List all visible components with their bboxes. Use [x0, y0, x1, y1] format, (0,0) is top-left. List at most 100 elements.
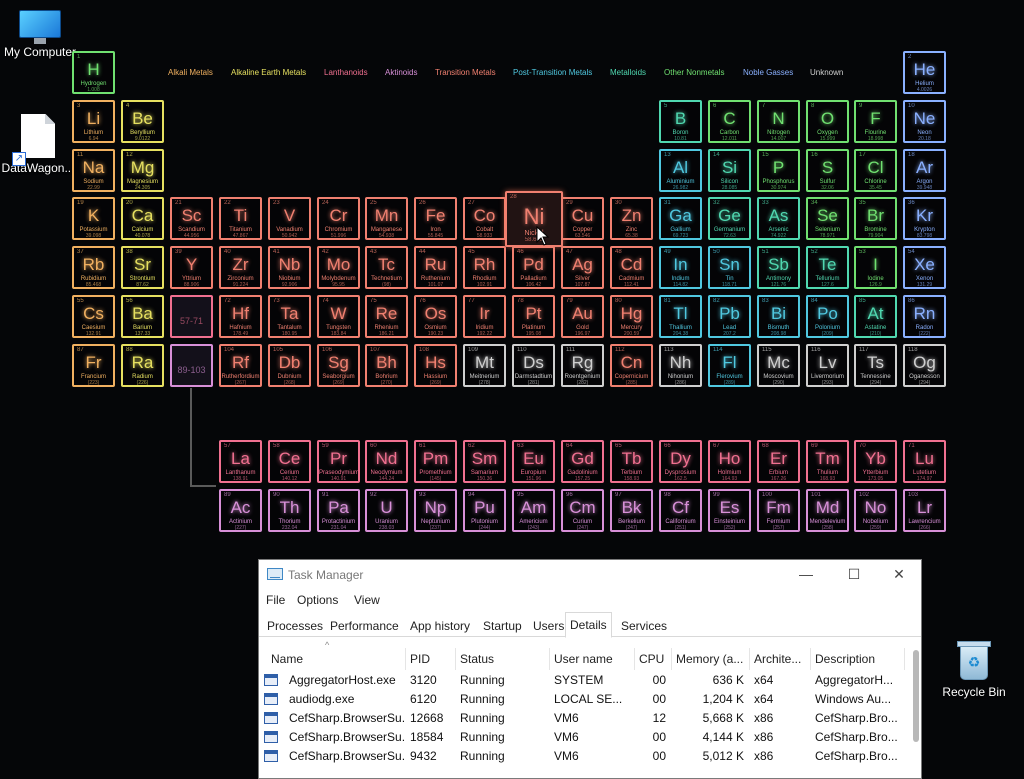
- element-se[interactable]: 34 Se Selenium 78.971: [806, 197, 849, 240]
- column-header-status[interactable]: Status: [456, 648, 550, 670]
- element-n[interactable]: 7 N Nitrogen 14.007: [757, 100, 800, 143]
- element-lu[interactable]: 71 Lu Lutetium 174.97: [903, 440, 946, 483]
- element-la[interactable]: 57 La Lanthanum 138.91: [219, 440, 262, 483]
- menu-options[interactable]: Options: [297, 593, 339, 607]
- element-placeholder-89-103[interactable]: 89-103: [170, 344, 213, 387]
- element-sc[interactable]: 21 Sc Scandium 44.956: [170, 197, 213, 240]
- element-kr[interactable]: 36 Kr Krypton 83.798: [903, 197, 946, 240]
- element-bi[interactable]: 83 Bi Bismuth 208.98: [757, 295, 800, 338]
- element-ga[interactable]: 31 Ga Gallium 69.723: [659, 197, 702, 240]
- element-rg[interactable]: 111 Rg Roentgenium (282): [561, 344, 604, 387]
- element-mt[interactable]: 109 Mt Meitnerium (278): [463, 344, 506, 387]
- tab-startup[interactable]: Startup: [483, 619, 522, 633]
- element-ar[interactable]: 18 Ar Argon 39.948: [903, 149, 946, 192]
- element-ta[interactable]: 73 Ta Tantalum 180.95: [268, 295, 311, 338]
- tab-details[interactable]: Details: [565, 612, 612, 638]
- element-ti[interactable]: 22 Ti Titanium 47.867: [219, 197, 262, 240]
- element-lr[interactable]: 103 Lr Lawrencium (266): [903, 489, 946, 532]
- element-nb[interactable]: 41 Nb Niobium 92.906: [268, 246, 311, 289]
- element-o[interactable]: 8 O Oxygen 15.999: [806, 100, 849, 143]
- element-fr[interactable]: 87 Fr Francium (223): [72, 344, 115, 387]
- maximize-button[interactable]: ☐: [847, 566, 861, 582]
- element-pm[interactable]: 61 Pm Promethium (145): [414, 440, 457, 483]
- table-row[interactable]: CefSharp.BrowserSu... 12668 Running VM6 12 5,…: [259, 709, 905, 728]
- element-p[interactable]: 15 P Phosphorus 30.974: [757, 149, 800, 192]
- element-pa[interactable]: 91 Pa Protactinium 231.04: [317, 489, 360, 532]
- element-sb[interactable]: 51 Sb Antimony 121.76: [757, 246, 800, 289]
- column-header-description[interactable]: Description: [811, 648, 905, 670]
- element-fl[interactable]: 114 Fl Flerovium (289): [708, 344, 751, 387]
- element-in[interactable]: 49 In Indium 114.82: [659, 246, 702, 289]
- table-row[interactable]: audiodg.exe 6120 Running LOCAL SE... 00 1,204…: [259, 690, 905, 709]
- element-rb[interactable]: 37 Rb Rubidium 85.468: [72, 246, 115, 289]
- element-mg[interactable]: 12 Mg Magnesium 24.305: [121, 149, 164, 192]
- element-ba[interactable]: 56 Ba Barium 137.33: [121, 295, 164, 338]
- element-nd[interactable]: 60 Nd Neodymium 144.24: [365, 440, 408, 483]
- element-cd[interactable]: 48 Cd Cadmium 112.41: [610, 246, 653, 289]
- close-button[interactable]: ✕: [893, 566, 905, 582]
- element-cs[interactable]: 55 Cs Caesium 132.91: [72, 295, 115, 338]
- element-at[interactable]: 85 At Astatine (210): [854, 295, 897, 338]
- element-placeholder-57-71[interactable]: 57-71: [170, 295, 213, 338]
- element-fm[interactable]: 100 Fm Fermium (257): [757, 489, 800, 532]
- element-np[interactable]: 93 Np Neptunium (237): [414, 489, 457, 532]
- element-sr[interactable]: 38 Sr Strontium 87.62: [121, 246, 164, 289]
- element-cu[interactable]: 29 Cu Copper 63.546: [561, 197, 604, 240]
- element-na[interactable]: 11 Na Sodium 22.99: [72, 149, 115, 192]
- table-row[interactable]: CefSharp.BrowserSu... 9432 Running VM6 00 5,0…: [259, 747, 905, 766]
- element-y[interactable]: 39 Y Yttrium 88.906: [170, 246, 213, 289]
- element-rh[interactable]: 45 Rh Rhodium 102.91: [463, 246, 506, 289]
- element-ho[interactable]: 67 Ho Holmium 164.93: [708, 440, 751, 483]
- minimize-button[interactable]: —: [799, 566, 813, 582]
- element-og[interactable]: 118 Og Oganesson (294): [903, 344, 946, 387]
- column-header-pid[interactable]: PID: [406, 648, 456, 670]
- element-sg[interactable]: 106 Sg Seaborgium (269): [317, 344, 360, 387]
- element-ru[interactable]: 44 Ru Ruthenium 101.07: [414, 246, 457, 289]
- element-hs[interactable]: 108 Hs Hassium (269): [414, 344, 457, 387]
- element-te[interactable]: 52 Te Tellurium 127.6: [806, 246, 849, 289]
- element-li[interactable]: 3 Li Lithium 6.94: [72, 100, 115, 143]
- element-re[interactable]: 75 Re Rhenium 186.21: [365, 295, 408, 338]
- element-ts[interactable]: 117 Ts Tennessine (294): [854, 344, 897, 387]
- element-c[interactable]: 6 C Carbon 12.011: [708, 100, 751, 143]
- tab-app-history[interactable]: App history: [410, 619, 471, 633]
- element-pr[interactable]: 59 Pr Praseodymium 140.91: [317, 440, 360, 483]
- element-mc[interactable]: 115 Mc Moscovium (290): [757, 344, 800, 387]
- element-tl[interactable]: 81 Tl Thallium 204.38: [659, 295, 702, 338]
- element-bk[interactable]: 97 Bk Berkelium (247): [610, 489, 653, 532]
- element-os[interactable]: 76 Os Osmium 190.23: [414, 295, 457, 338]
- element-ne[interactable]: 10 Ne Neon 20.18: [903, 100, 946, 143]
- element-i[interactable]: 53 I Iodine 126.9: [854, 246, 897, 289]
- element-h[interactable]: 1 H Hydrogen 1.008: [72, 51, 115, 94]
- element-br[interactable]: 35 Br Bromine 79.904: [854, 197, 897, 240]
- tab-performance[interactable]: Performance: [330, 619, 399, 633]
- title-bar[interactable]: Task Manager — ☐ ✕: [259, 560, 921, 590]
- element-hg[interactable]: 80 Hg Mercury 200.59: [610, 295, 653, 338]
- element-sm[interactable]: 62 Sm Samarium 150.36: [463, 440, 506, 483]
- element-am[interactable]: 95 Am Americium (243): [512, 489, 555, 532]
- element-si[interactable]: 14 Si Silicon 28.085: [708, 149, 751, 192]
- element-yb[interactable]: 70 Yb Ytterbium 173.05: [854, 440, 897, 483]
- element-bh[interactable]: 107 Bh Bohrium (270): [365, 344, 408, 387]
- element-pb[interactable]: 82 Pb Lead 207.2: [708, 295, 751, 338]
- menu-file[interactable]: File: [266, 593, 286, 607]
- desktop-icon-recycle-bin[interactable]: ♻ Recycle Bin: [934, 640, 1014, 699]
- element-th[interactable]: 90 Th Thorium 232.04: [268, 489, 311, 532]
- column-header-name[interactable]: Name: [267, 648, 406, 670]
- element-ca[interactable]: 20 Ca Calcium 40.078: [121, 197, 164, 240]
- element-u[interactable]: 92 U Uranium 238.03: [365, 489, 408, 532]
- desktop-icon-datawagon[interactable]: ↗ DataWagon...: [0, 114, 78, 175]
- element-dy[interactable]: 66 Dy Dysprosium 162.5: [659, 440, 702, 483]
- element-co[interactable]: 27 Co Cobalt 58.933: [463, 197, 506, 240]
- element-as[interactable]: 33 As Arsenic 74.922: [757, 197, 800, 240]
- element-w[interactable]: 74 W Tungsten 183.84: [317, 295, 360, 338]
- element-rf[interactable]: 104 Rf Rutherfordium (267): [219, 344, 262, 387]
- element-ni[interactable]: 28 Ni Nickel 58.693: [505, 191, 563, 247]
- column-header-architecture[interactable]: Archite...: [750, 648, 811, 670]
- element-ac[interactable]: 89 Ac Actinium (227): [219, 489, 262, 532]
- element-db[interactable]: 105 Db Dubnium (268): [268, 344, 311, 387]
- element-cm[interactable]: 96 Cm Curium (247): [561, 489, 604, 532]
- element-rn[interactable]: 86 Rn Radon (222): [903, 295, 946, 338]
- element-gd[interactable]: 64 Gd Gadolinium 157.25: [561, 440, 604, 483]
- element-v[interactable]: 23 V Vanadium 50.942: [268, 197, 311, 240]
